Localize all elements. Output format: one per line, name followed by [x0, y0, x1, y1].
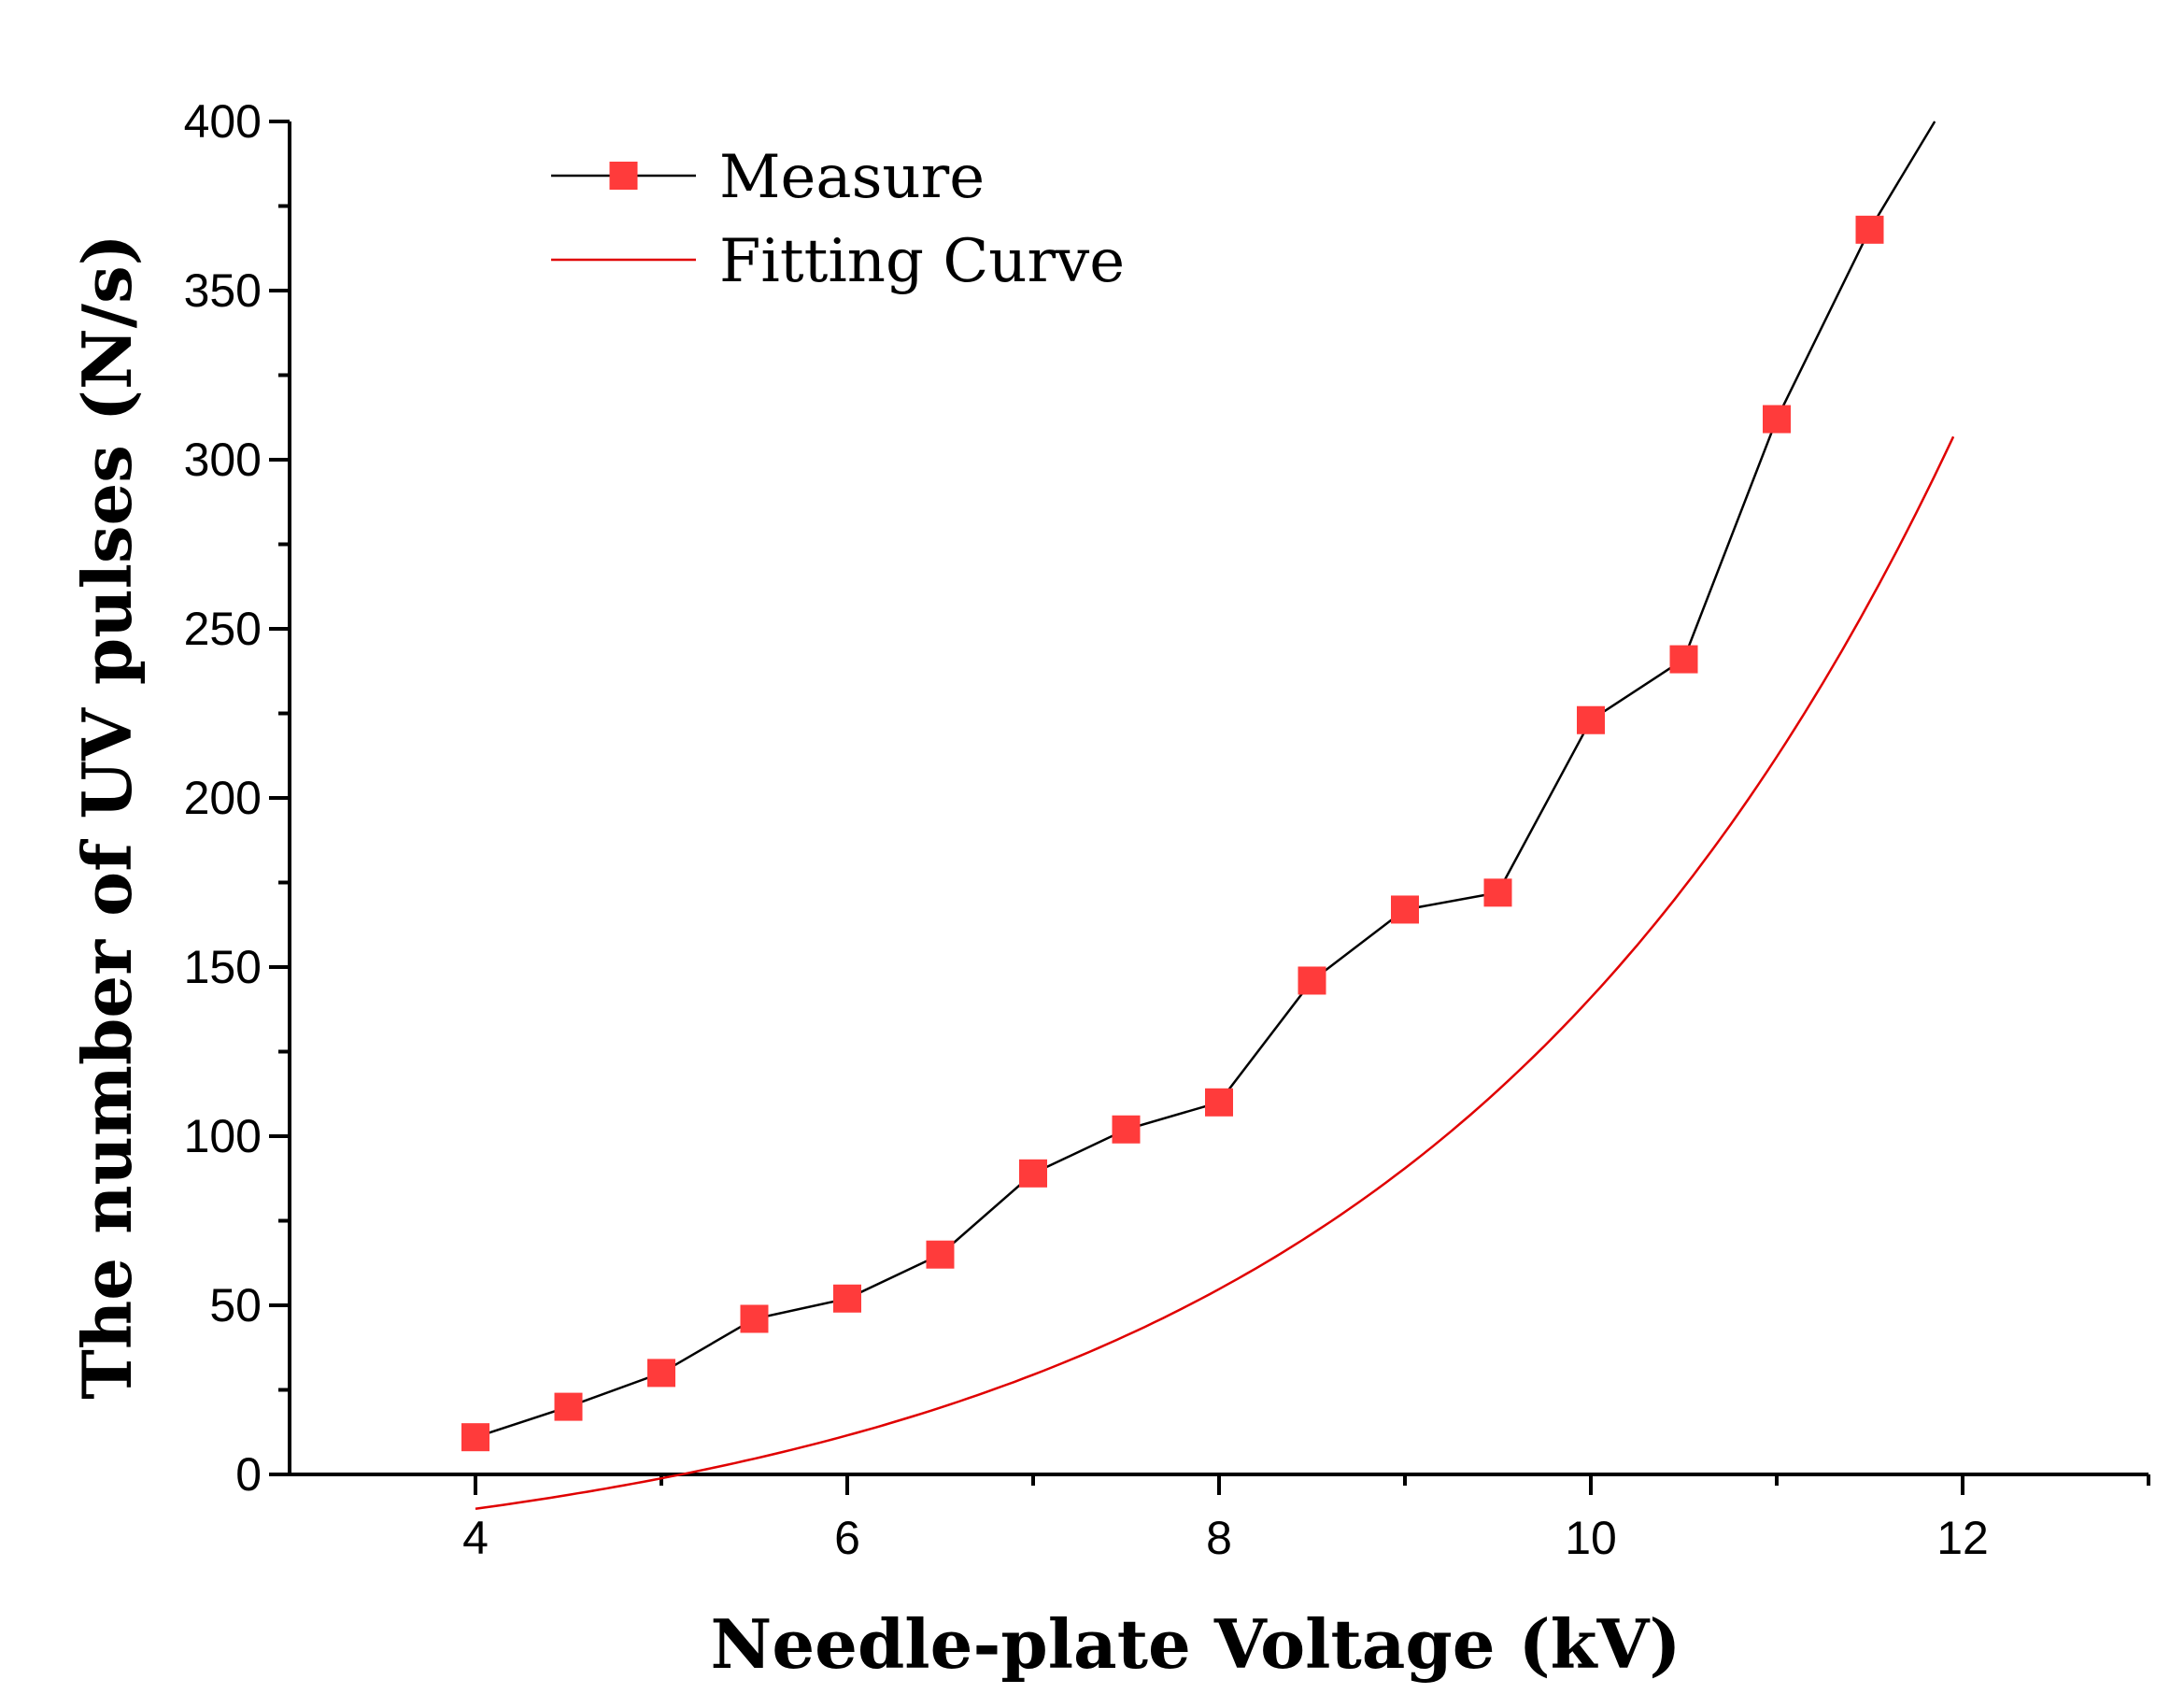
fit-curve-layer — [475, 435, 1955, 1511]
x-tick-label: 8 — [1206, 1512, 1232, 1564]
measure-point — [740, 1304, 769, 1333]
fit-curve-line — [475, 435, 1955, 1511]
measure-point — [1577, 705, 1605, 734]
measure-point — [833, 1284, 861, 1313]
y-tick-label: 400 — [184, 95, 262, 148]
ticks: 4 6 8 10 12 0 50 100 150 200 250 300 350 400 — [184, 95, 2150, 1564]
measure-point — [1205, 1088, 1233, 1117]
x-tick-label: 12 — [1936, 1512, 1989, 1564]
y-tick-label: 350 — [184, 264, 262, 317]
measure-point — [1855, 215, 1884, 244]
measure-point — [554, 1392, 583, 1421]
y-tick-label: 200 — [184, 772, 262, 824]
y-tick-label: 300 — [184, 434, 262, 486]
measure-point — [1391, 895, 1419, 924]
legend-fit-label: Fitting Curve — [719, 227, 1125, 296]
measure-point — [926, 1240, 955, 1269]
y-axis-title: The number of UV pulses (N/s) — [67, 234, 147, 1399]
measure-series-layer — [461, 121, 1936, 1452]
measure-line — [475, 121, 1936, 1439]
y-tick-label: 150 — [184, 941, 262, 993]
x-tick-label: 4 — [462, 1512, 489, 1564]
measure-point — [647, 1359, 675, 1388]
x-axis-title: Needle-plate Voltage (kV) — [711, 1604, 1681, 1684]
measure-point — [461, 1423, 489, 1452]
x-tick-label: 6 — [834, 1512, 860, 1564]
axes — [288, 121, 2149, 1476]
y-tick-label: 0 — [235, 1448, 262, 1501]
measure-point — [1112, 1115, 1141, 1144]
legend-measure-marker — [609, 162, 638, 190]
measure-point — [1763, 405, 1791, 434]
measure-point — [1669, 645, 1698, 674]
y-tick-label: 250 — [184, 603, 262, 655]
measure-point — [1483, 878, 1512, 907]
y-tick-label: 100 — [184, 1110, 262, 1162]
x-tick-label: 10 — [1565, 1512, 1617, 1564]
measure-point — [1019, 1159, 1047, 1188]
measure-point — [1298, 966, 1326, 995]
legend-measure-label: Measure — [719, 143, 985, 212]
y-tick-label: 50 — [209, 1279, 262, 1331]
legend: Measure Fitting Curve — [551, 143, 1125, 296]
